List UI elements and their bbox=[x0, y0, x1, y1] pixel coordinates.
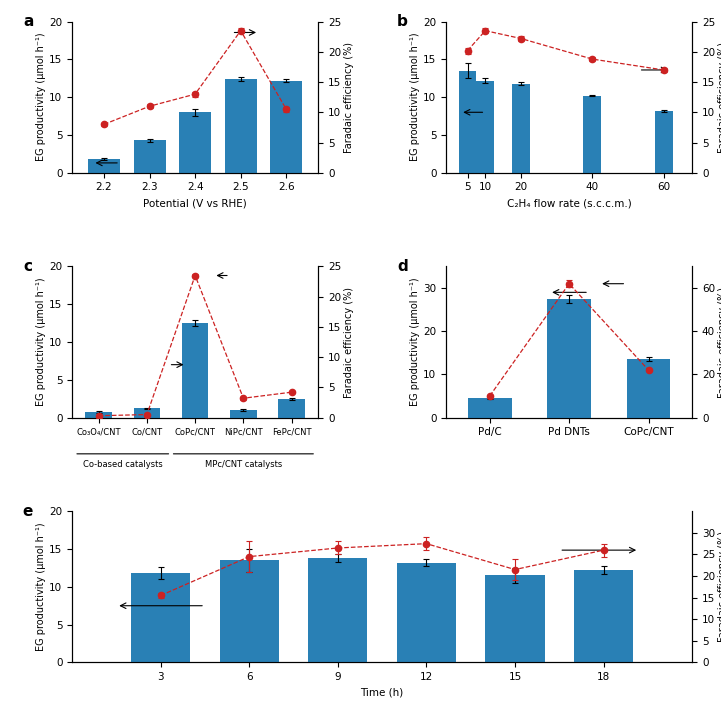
Bar bbox=[131, 573, 190, 662]
Y-axis label: EG productivity (μmol h⁻¹): EG productivity (μmol h⁻¹) bbox=[36, 33, 46, 161]
Bar bbox=[459, 71, 477, 173]
Y-axis label: Faradaic efficiency (%): Faradaic efficiency (%) bbox=[344, 287, 354, 397]
Bar bbox=[574, 570, 633, 662]
Bar bbox=[180, 112, 211, 173]
Text: e: e bbox=[22, 504, 33, 518]
Y-axis label: EG productivity (μmol h⁻¹): EG productivity (μmol h⁻¹) bbox=[36, 278, 46, 406]
Text: c: c bbox=[23, 259, 32, 274]
Bar bbox=[278, 399, 305, 418]
Text: MPc/CNT catalysts: MPc/CNT catalysts bbox=[205, 460, 282, 469]
Bar bbox=[85, 412, 112, 418]
X-axis label: C₂H₄ flow rate (s.c.c.m.): C₂H₄ flow rate (s.c.c.m.) bbox=[507, 198, 632, 208]
Y-axis label: EG productivity (μmol h⁻¹): EG productivity (μmol h⁻¹) bbox=[410, 33, 420, 161]
X-axis label: Potential (V vs RHE): Potential (V vs RHE) bbox=[143, 198, 247, 208]
Bar bbox=[270, 81, 302, 173]
Text: d: d bbox=[397, 259, 407, 274]
Text: b: b bbox=[397, 14, 408, 29]
Bar bbox=[88, 159, 120, 173]
Bar bbox=[547, 299, 591, 418]
Y-axis label: Faradaic efficiency (%): Faradaic efficiency (%) bbox=[344, 42, 354, 153]
Bar bbox=[477, 81, 495, 173]
Bar bbox=[133, 140, 166, 173]
Y-axis label: Faradaic efficiency (%): Faradaic efficiency (%) bbox=[718, 42, 721, 153]
Y-axis label: Faradaic efficiency (%): Faradaic efficiency (%) bbox=[718, 287, 721, 397]
Text: Co-based catalysts: Co-based catalysts bbox=[83, 460, 163, 469]
Bar bbox=[627, 359, 671, 418]
Bar bbox=[225, 79, 257, 173]
Text: a: a bbox=[23, 14, 33, 29]
Bar bbox=[133, 408, 160, 418]
Bar bbox=[655, 111, 673, 173]
X-axis label: Time (h): Time (h) bbox=[360, 688, 404, 698]
Bar bbox=[468, 398, 512, 418]
Y-axis label: Faradaic efficiency (%): Faradaic efficiency (%) bbox=[718, 531, 721, 642]
Bar bbox=[512, 84, 530, 173]
Bar bbox=[309, 558, 368, 662]
Y-axis label: EG productivity (μmol h⁻¹): EG productivity (μmol h⁻¹) bbox=[36, 523, 46, 651]
Bar bbox=[583, 96, 601, 173]
Bar bbox=[485, 575, 544, 662]
Bar bbox=[230, 410, 257, 418]
Bar bbox=[220, 560, 279, 662]
Bar bbox=[397, 562, 456, 662]
Bar bbox=[182, 323, 208, 418]
Y-axis label: EG productivity (μmol h⁻¹): EG productivity (μmol h⁻¹) bbox=[410, 278, 420, 406]
